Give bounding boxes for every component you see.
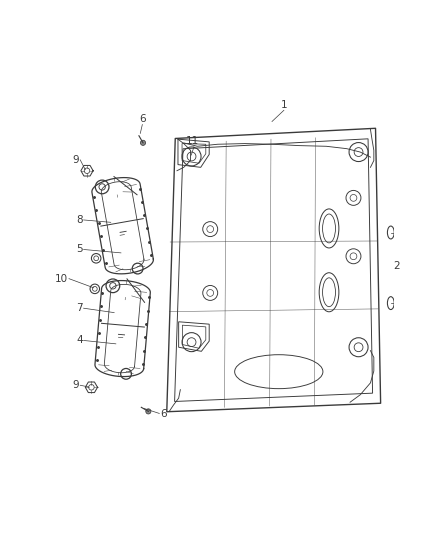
Text: 11: 11 — [186, 136, 199, 146]
Text: 7: 7 — [76, 303, 83, 313]
Circle shape — [141, 140, 145, 146]
Text: 10: 10 — [55, 273, 68, 284]
Text: 9: 9 — [73, 380, 79, 390]
Text: 1: 1 — [281, 100, 287, 110]
Text: 5: 5 — [76, 245, 83, 254]
Text: 9: 9 — [73, 155, 79, 165]
Text: 6: 6 — [139, 114, 146, 124]
Text: 2: 2 — [393, 261, 400, 271]
Text: 6: 6 — [160, 409, 166, 419]
Text: 4: 4 — [76, 335, 83, 345]
Circle shape — [146, 409, 151, 414]
Text: 8: 8 — [76, 215, 83, 225]
